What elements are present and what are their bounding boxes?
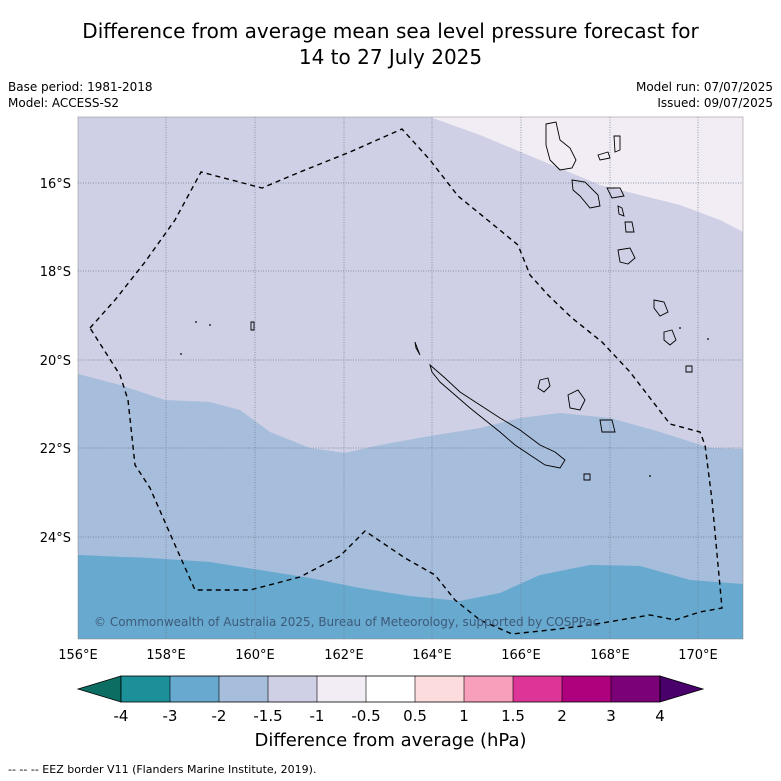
tanna-outline bbox=[663, 329, 677, 346]
lon-tick-160: 160°E bbox=[235, 648, 275, 663]
epi-outline bbox=[617, 205, 625, 217]
lat-tick-18s: 18°S bbox=[40, 265, 71, 280]
lat-tick-24s: 24°S bbox=[40, 531, 71, 546]
colorbar-swatch bbox=[317, 676, 366, 702]
colorbar-swatch bbox=[219, 676, 268, 702]
map-panel: © Commonwealth of Australia 2025, Bureau… bbox=[78, 117, 743, 639]
lon-tick-158: 158°E bbox=[146, 648, 186, 663]
issued-text: Issued: 09/07/2025 bbox=[657, 96, 773, 110]
eez-border bbox=[89, 128, 723, 635]
y-axis-ticks: 16°S 18°S 20°S 22°S 24°S bbox=[40, 177, 71, 546]
belep-islands-outline bbox=[414, 341, 421, 356]
colorbar-dividers bbox=[169, 676, 612, 702]
lon-tick-162: 162°E bbox=[324, 648, 364, 663]
lat-tick-20s: 20°S bbox=[40, 354, 71, 369]
colorbar-swatch bbox=[562, 676, 611, 702]
colorbar-ticks: -4 -3 -2 -1.5 -1 -0.5 0.5 1 1.5 2 3 4 bbox=[114, 707, 665, 725]
lon-tick-170: 170°E bbox=[678, 648, 718, 663]
lon-tick-164: 164°E bbox=[412, 648, 452, 663]
meta-right: Model run: 07/07/2025 Issued: 09/07/2025 bbox=[636, 79, 773, 111]
colorbar-tick: 1.5 bbox=[501, 707, 525, 725]
colorbar-tick: -0.5 bbox=[351, 707, 380, 725]
chesterfield-islands-outline bbox=[250, 321, 255, 331]
colorbar-tick: -1.5 bbox=[253, 707, 282, 725]
colorbar-tick: 4 bbox=[655, 707, 665, 725]
coastlines bbox=[250, 121, 693, 481]
shepherd-islands-outline bbox=[624, 221, 635, 233]
colorbar-tick: -2 bbox=[212, 707, 227, 725]
colorbar-extend-low bbox=[76, 675, 122, 703]
x-axis-ticks: 156°E 158°E 160°E 162°E 164°E 166°E 168°… bbox=[58, 648, 718, 663]
colorbar-swatch bbox=[513, 676, 562, 702]
model-run-text: Model run: 07/07/2025 bbox=[635, 80, 773, 94]
colorbar-tick: 0.5 bbox=[403, 707, 427, 725]
colorbar-swatch bbox=[611, 676, 660, 702]
colorbar-tick: 1 bbox=[459, 707, 469, 725]
colorbar-swatch bbox=[366, 676, 415, 702]
aneityum-outline bbox=[685, 365, 693, 373]
band-minus3-to-minus2 bbox=[78, 555, 743, 639]
lon-tick-168: 168°E bbox=[590, 648, 630, 663]
colorbar: -4 -3 -2 -1.5 -1 -0.5 0.5 1 1.5 2 3 4 bbox=[76, 675, 705, 725]
model-text: Model: ACCESS-S2 bbox=[8, 96, 120, 110]
copyright-text: © Commonwealth of Australia 2025, Bureau… bbox=[94, 615, 599, 629]
lon-tick-166: 166°E bbox=[501, 648, 541, 663]
erromango-outline bbox=[653, 299, 669, 317]
lon-tick-156: 156°E bbox=[58, 648, 98, 663]
espiritu-santo-outline bbox=[545, 121, 577, 171]
ouvea-outline bbox=[537, 377, 551, 393]
title-line-1: Difference from average mean sea level p… bbox=[82, 19, 699, 43]
ambrym-outline bbox=[606, 187, 625, 199]
efate-outline bbox=[617, 247, 636, 265]
colorbar-tick: -1 bbox=[310, 707, 325, 725]
map-frame bbox=[77, 116, 744, 640]
meta-left: Base period: 1981-2018 Model: ACCESS-S2 bbox=[8, 79, 153, 111]
colorbar-frame bbox=[120, 675, 661, 703]
lifou-outline bbox=[567, 389, 586, 411]
colorbar-swatch bbox=[415, 676, 464, 702]
colorbar-swatch bbox=[170, 676, 219, 702]
colorbar-tick: 2 bbox=[557, 707, 567, 725]
chart-title: Difference from average mean sea level p… bbox=[0, 18, 781, 70]
colorbar-tick: 3 bbox=[606, 707, 616, 725]
base-period-text: Base period: 1981-2018 bbox=[8, 80, 153, 94]
maewo-outline bbox=[597, 151, 611, 161]
colorbar-swatch bbox=[121, 676, 170, 702]
band-minus1-to-minus0.5 bbox=[430, 117, 743, 232]
isle-of-pines-outline bbox=[583, 473, 591, 481]
pentecost-outline bbox=[613, 135, 621, 153]
lat-tick-22s: 22°S bbox=[40, 442, 71, 457]
eez-footnote: -- -- -- EEZ border V11 (Flanders Marine… bbox=[8, 763, 317, 776]
title-line-2: 14 to 27 July 2025 bbox=[298, 45, 483, 69]
mare-outline bbox=[599, 419, 616, 433]
small-islets bbox=[180, 321, 709, 477]
colorbar-tick: -4 bbox=[114, 707, 129, 725]
lat-tick-16s: 16°S bbox=[40, 177, 71, 192]
colorbar-swatch bbox=[268, 676, 317, 702]
new-caledonia-outline bbox=[429, 363, 566, 469]
colorbar-title: Difference from average (hPa) bbox=[254, 730, 527, 751]
colorbar-tick: -3 bbox=[163, 707, 178, 725]
colorbar-extend-high bbox=[659, 675, 705, 703]
colorbar-swatch bbox=[464, 676, 513, 702]
malekula-outline bbox=[571, 179, 601, 209]
